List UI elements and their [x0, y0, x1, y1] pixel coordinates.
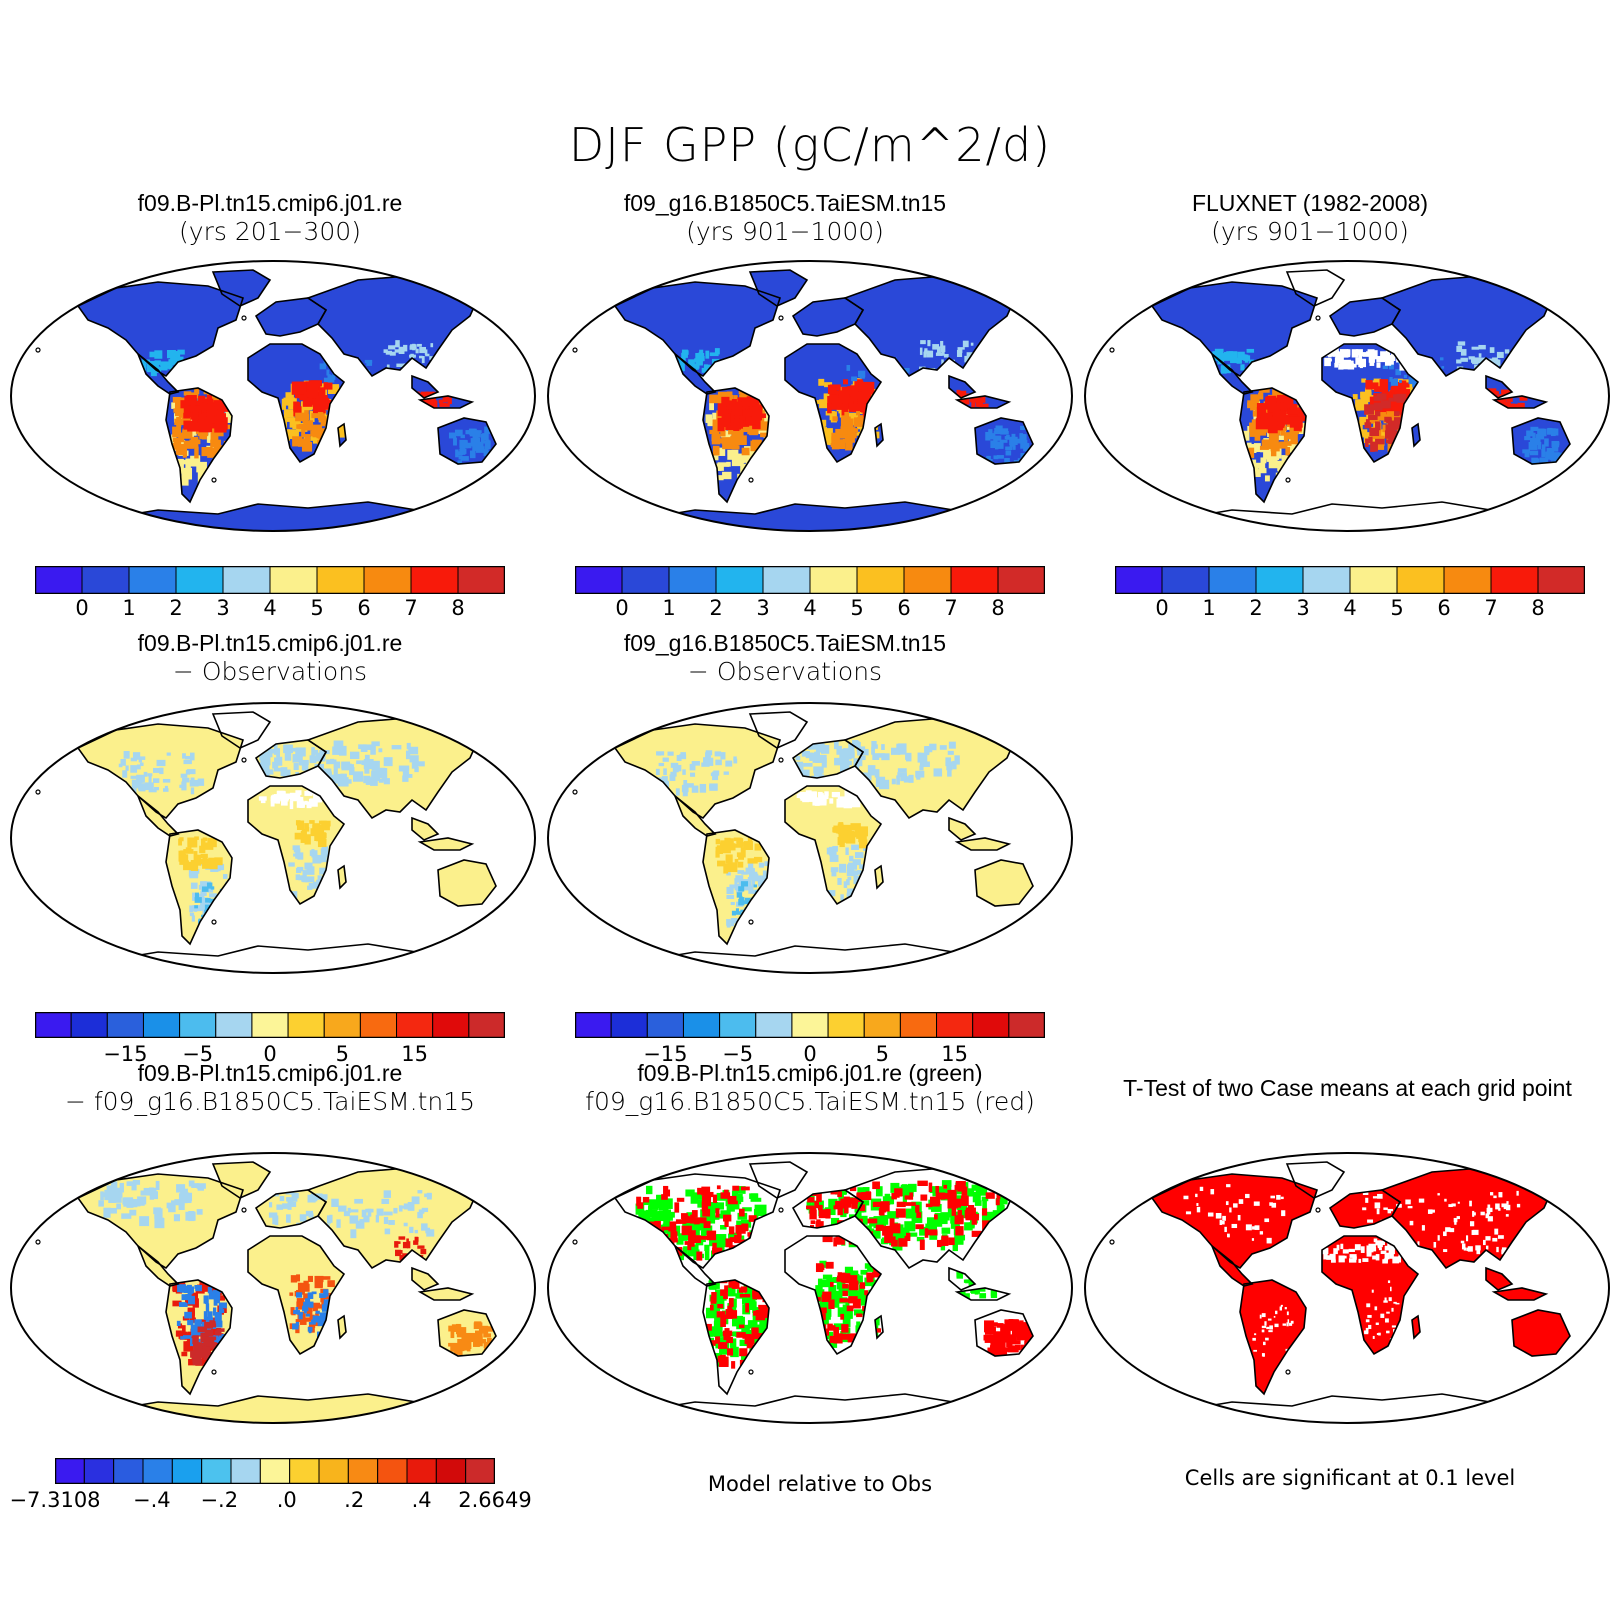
- colorbar-tick-label: −15: [103, 1042, 148, 1066]
- colorbar-model2-abs: [575, 566, 1045, 594]
- colorbar-tick-label: 4: [803, 596, 817, 620]
- panel-title-line2: f09_g16.B1850C5.TaiESM.tn15 (red): [585, 1087, 1035, 1116]
- panel-title-line2: (yrs 901−1000): [686, 217, 884, 246]
- panel-title-model2-diff: f09_g16.B1850C5.TaiESM.tn15 − Observatio…: [575, 630, 995, 686]
- colorbar-model-diff: [55, 1458, 495, 1484]
- colorbar-ticks: 0 1 2 3 4 5 6 7 8: [575, 596, 1045, 622]
- colorbar-tick-label: 3: [756, 596, 770, 620]
- colorbar-tick-label: 2: [709, 596, 723, 620]
- note-model-relative: Model relative to Obs: [707, 1472, 933, 1496]
- colorbar-tick-label: 8: [1531, 596, 1545, 620]
- panel-title-line2: − f09_g16.B1850C5.TaiESM.tn15: [64, 1087, 476, 1116]
- colorbar-tick-label: 6: [357, 596, 371, 620]
- panel-title-line2: (yrs 901−1000): [1211, 217, 1409, 246]
- colorbar-tick-label: 0: [1155, 596, 1169, 620]
- colorbar-tick-label: 8: [991, 596, 1005, 620]
- colorbar-tick-label: 6: [1437, 596, 1451, 620]
- panel-title-greenred: f09.B-Pl.tn15.cmip6.j01.re (green) f09_g…: [545, 1060, 1075, 1116]
- colorbar-tick-label: 2.6649: [458, 1488, 532, 1512]
- panel-title-model-diff: f09.B-Pl.tn15.cmip6.j01.re − f09_g16.B18…: [20, 1060, 520, 1116]
- panel-title-line2: (yrs 201−300): [179, 217, 361, 246]
- colorbar-tick-label: 0: [615, 596, 629, 620]
- panel-title-model2-abs: f09_g16.B1850C5.TaiESM.tn15 (yrs 901−100…: [575, 190, 995, 246]
- colorbar-tick-label: 0: [75, 596, 89, 620]
- colorbar-obs-abs: [1115, 566, 1585, 594]
- colorbar-tick-label: −5: [722, 1042, 754, 1066]
- colorbar-tick-label: 7: [1484, 596, 1498, 620]
- colorbar-tick-label: 8: [451, 596, 465, 620]
- map-model-relative-to-obs: [547, 1152, 1073, 1424]
- panel-title-line1: f09.B-Pl.tn15.cmip6.j01.re: [137, 190, 403, 216]
- panel-title-line1: f09_g16.B1850C5.TaiESM.tn15: [623, 630, 947, 656]
- map-model2-minus-obs: [547, 702, 1073, 974]
- colorbar-tick-label: −5: [182, 1042, 214, 1066]
- colorbar-tick-label: 0: [263, 1042, 277, 1066]
- colorbar-tick-label: .2: [344, 1488, 365, 1512]
- panel-title-ttest: T-Test of two Case means at each grid po…: [1080, 1075, 1615, 1102]
- panel-title-line1: f09_g16.B1850C5.TaiESM.tn15: [623, 190, 947, 216]
- colorbar-model2-diff: [575, 1012, 1045, 1038]
- colorbar-tick-label: 5: [850, 596, 864, 620]
- colorbar-tick-label: 1: [122, 596, 136, 620]
- colorbar-ticks: −7.3108 −.4 −.2 .0 .2 .4 2.6649: [9, 1488, 531, 1514]
- colorbar-ticks: 0 1 2 3 4 5 6 7 8: [35, 596, 505, 622]
- colorbar-tick-label: 15: [401, 1042, 428, 1066]
- colorbar-tick-label: −.4: [132, 1488, 171, 1512]
- panel-title-line1: f09.B-Pl.tn15.cmip6.j01.re: [137, 630, 403, 656]
- colorbar-model1-abs: [35, 566, 505, 594]
- panel-title-model1-abs: f09.B-Pl.tn15.cmip6.j01.re (yrs 201−300): [60, 190, 480, 246]
- panel-title-obs-abs: FLUXNET (1982-2008) (yrs 901−1000): [1100, 190, 1520, 246]
- panel-title-line1: T-Test of two Case means at each grid po…: [1123, 1075, 1572, 1101]
- colorbar-tick-label: −15: [643, 1042, 688, 1066]
- panel-title-line1: FLUXNET (1982-2008): [1191, 190, 1429, 216]
- colorbar-tick-label: .4: [411, 1488, 432, 1512]
- map-obs-abs: [1084, 260, 1610, 532]
- colorbar-tick-label: 5: [310, 596, 324, 620]
- map-model1-minus-model2: [10, 1152, 536, 1424]
- map-model1-abs: [10, 260, 536, 532]
- map-model1-minus-obs: [10, 702, 536, 974]
- panel-title-line1: f09.B-Pl.tn15.cmip6.j01.re: [137, 1060, 403, 1086]
- colorbar-tick-label: 3: [1296, 596, 1310, 620]
- colorbar-tick-label: 0: [803, 1042, 817, 1066]
- colorbar-model1-diff: [35, 1012, 505, 1038]
- colorbar-ticks: −15 −5 0 5 15: [35, 1042, 505, 1068]
- colorbar-ticks: 0 1 2 3 4 5 6 7 8: [1115, 596, 1585, 622]
- colorbar-tick-label: 7: [944, 596, 958, 620]
- colorbar-tick-label: 2: [1249, 596, 1263, 620]
- colorbar-tick-label: 4: [263, 596, 277, 620]
- colorbar-tick-label: −7.3108: [9, 1488, 101, 1512]
- colorbar-tick-label: 7: [404, 596, 418, 620]
- colorbar-tick-label: 1: [1202, 596, 1216, 620]
- panel-title-line1: f09.B-Pl.tn15.cmip6.j01.re (green): [637, 1060, 983, 1086]
- panel-title-line2: − Observations: [687, 657, 883, 686]
- colorbar-tick-label: 15: [941, 1042, 968, 1066]
- colorbar-tick-label: 1: [662, 596, 676, 620]
- panel-title-model1-diff: f09.B-Pl.tn15.cmip6.j01.re − Observation…: [60, 630, 480, 686]
- figure-title: DJF GPP (gC/m^2/d): [568, 118, 1052, 172]
- map-model2-abs: [547, 260, 1073, 532]
- colorbar-tick-label: 4: [1343, 596, 1357, 620]
- colorbar-tick-label: 5: [875, 1042, 889, 1066]
- colorbar-tick-label: 5: [335, 1042, 349, 1066]
- colorbar-ticks: −15 −5 0 5 15: [575, 1042, 1045, 1068]
- note-significance: Cells are significant at 0.1 level: [1184, 1466, 1516, 1490]
- colorbar-tick-label: 3: [216, 596, 230, 620]
- colorbar-tick-label: −.2: [200, 1488, 239, 1512]
- panel-title-line2: − Observations: [172, 657, 368, 686]
- colorbar-tick-label: 5: [1390, 596, 1404, 620]
- colorbar-tick-label: 2: [169, 596, 183, 620]
- map-ttest-significance: [1084, 1152, 1610, 1424]
- colorbar-tick-label: 6: [897, 596, 911, 620]
- colorbar-tick-label: .0: [276, 1488, 297, 1512]
